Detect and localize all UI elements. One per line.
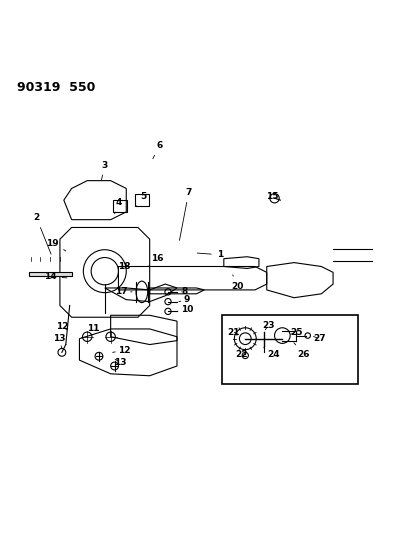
Text: 2: 2 xyxy=(33,213,51,254)
Text: 22: 22 xyxy=(235,350,248,359)
Text: 9: 9 xyxy=(179,295,190,304)
Text: 16: 16 xyxy=(148,254,164,266)
Text: 23: 23 xyxy=(263,320,275,330)
Text: 17: 17 xyxy=(115,287,132,296)
Polygon shape xyxy=(29,272,72,276)
Text: 12: 12 xyxy=(56,322,68,332)
Text: 20: 20 xyxy=(231,275,244,290)
Text: 90319  550: 90319 550 xyxy=(17,81,95,94)
Text: 27: 27 xyxy=(313,334,326,343)
Text: 13: 13 xyxy=(114,358,127,367)
Text: 6: 6 xyxy=(153,141,163,159)
Text: 26: 26 xyxy=(294,343,310,359)
Text: 5: 5 xyxy=(136,192,147,206)
Text: 18: 18 xyxy=(118,262,130,271)
Bar xyxy=(114,200,127,212)
Text: 12: 12 xyxy=(113,346,130,355)
Text: 13: 13 xyxy=(53,334,65,349)
Text: 7: 7 xyxy=(180,188,192,240)
Text: 1: 1 xyxy=(197,251,223,259)
Text: 14: 14 xyxy=(44,272,67,281)
Text: 10: 10 xyxy=(177,305,193,314)
Text: 21: 21 xyxy=(227,328,240,337)
Text: 24: 24 xyxy=(264,348,280,359)
Text: 19: 19 xyxy=(46,239,66,251)
Bar xyxy=(222,316,358,384)
Text: 8: 8 xyxy=(182,287,188,296)
Text: 3: 3 xyxy=(101,160,108,180)
Text: 11: 11 xyxy=(87,325,99,334)
Text: 4: 4 xyxy=(114,198,122,214)
Bar xyxy=(135,195,149,206)
Text: 25: 25 xyxy=(290,328,302,337)
Text: 15: 15 xyxy=(266,192,279,201)
